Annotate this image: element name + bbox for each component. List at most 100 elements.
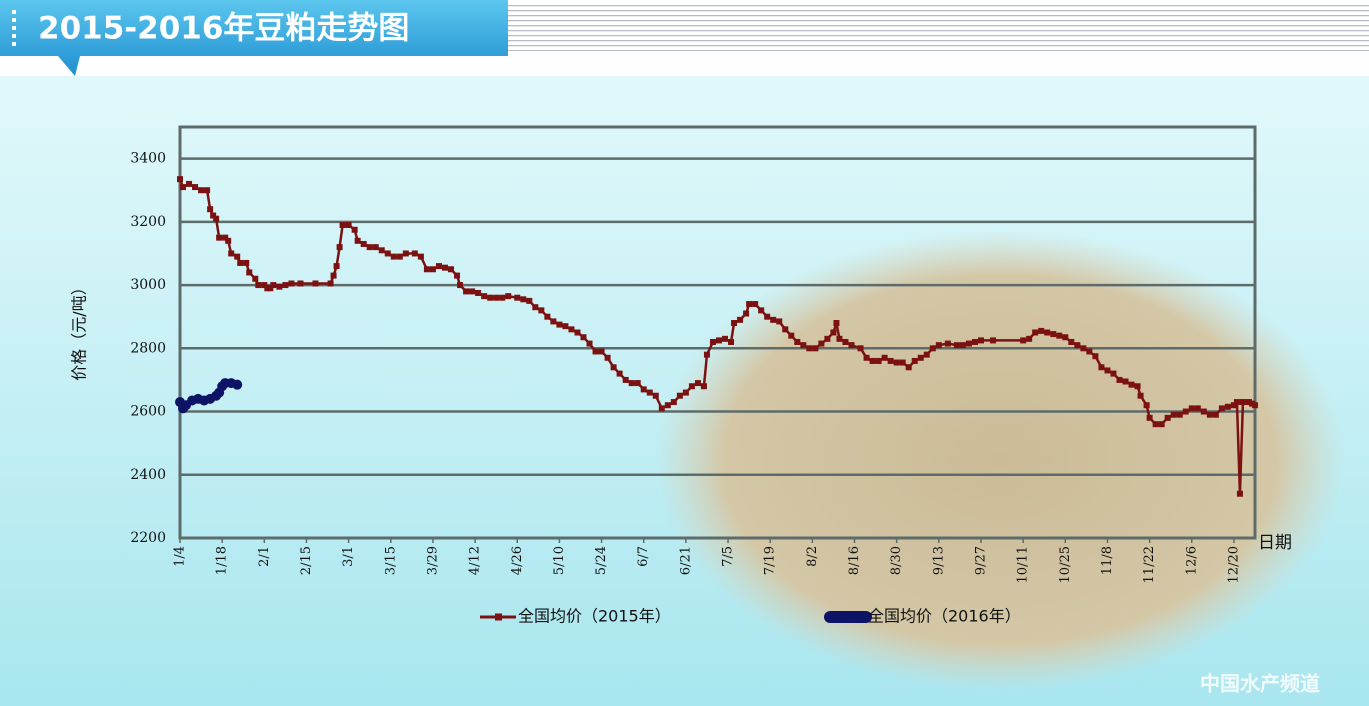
point (1122, 378, 1129, 385)
point (568, 326, 575, 333)
point (1080, 345, 1087, 352)
point (1158, 421, 1165, 428)
point (1206, 411, 1213, 418)
point (264, 285, 271, 292)
point (1074, 342, 1081, 349)
point (562, 323, 569, 330)
point (216, 234, 223, 241)
point (210, 212, 217, 219)
point (782, 326, 789, 333)
point (1062, 334, 1069, 341)
point (481, 293, 488, 300)
x-tick-label: 4/26 (510, 546, 525, 575)
point (312, 280, 319, 287)
point (390, 253, 397, 260)
point (709, 338, 716, 345)
point (622, 376, 629, 383)
point (881, 354, 888, 361)
point (366, 244, 373, 251)
point (1032, 329, 1039, 336)
point (893, 359, 900, 366)
point (990, 337, 997, 344)
x-tick-label: 12/20 (1226, 546, 1241, 583)
point (228, 250, 235, 257)
point (520, 296, 527, 303)
point (297, 280, 304, 287)
point (411, 250, 418, 257)
point (252, 275, 259, 282)
x-tick-label: 6/7 (636, 546, 651, 567)
point (469, 288, 476, 295)
x-tick-label: 9/27 (973, 546, 988, 575)
point (232, 379, 243, 390)
y-tick-label: 2600 (130, 404, 166, 420)
point (261, 282, 268, 289)
x-tick-label: 3/1 (341, 546, 356, 567)
point (396, 253, 403, 260)
legend-label: 全国均价（2015年） (518, 607, 671, 626)
point (670, 399, 677, 406)
point (758, 307, 765, 314)
point (731, 320, 738, 327)
point (646, 389, 653, 396)
x-tick-label: 4/12 (468, 546, 483, 575)
point (848, 342, 855, 349)
point (640, 386, 647, 393)
point (716, 337, 723, 344)
point (384, 250, 391, 257)
point (246, 269, 253, 276)
point (610, 364, 617, 371)
point (345, 222, 352, 229)
point (475, 289, 482, 296)
point (743, 310, 750, 317)
point (514, 294, 521, 301)
x-tick-label: 8/30 (889, 546, 904, 575)
point (836, 335, 843, 342)
point (1068, 338, 1075, 345)
point (875, 357, 882, 364)
point (493, 294, 500, 301)
x-axis-label: 日期 (1258, 533, 1292, 553)
point (222, 234, 229, 241)
y-tick-label: 3400 (130, 151, 166, 167)
point (1044, 329, 1051, 336)
point (351, 226, 358, 233)
x-tick-label: 9/13 (931, 546, 946, 575)
x-tick-label: 3/15 (383, 546, 398, 575)
point (186, 180, 193, 187)
x-tick-label: 2/1 (257, 546, 272, 567)
point (800, 342, 807, 349)
point (923, 351, 930, 358)
point (454, 272, 461, 279)
point (1212, 411, 1219, 418)
point (1164, 414, 1171, 421)
x-tick-label: 11/22 (1142, 546, 1157, 583)
point (776, 318, 783, 325)
point (1224, 403, 1231, 410)
point (550, 318, 557, 325)
point (429, 266, 436, 273)
point (354, 237, 361, 244)
point (505, 293, 512, 300)
point (1182, 408, 1189, 415)
point (487, 294, 494, 301)
point (917, 354, 924, 361)
point (764, 313, 771, 320)
point (722, 335, 729, 342)
point (192, 184, 199, 191)
x-tick-label: 10/11 (1016, 546, 1031, 583)
point (243, 259, 250, 266)
point (1056, 332, 1063, 339)
point (676, 392, 683, 399)
point (1116, 376, 1123, 383)
point (824, 335, 831, 342)
point (417, 253, 424, 260)
point (360, 240, 367, 247)
point (1233, 399, 1240, 406)
x-tick-label: 2/15 (299, 546, 314, 575)
point (538, 307, 545, 314)
point (544, 313, 551, 320)
y-tick-label: 2400 (130, 467, 166, 483)
point (463, 288, 470, 295)
point (180, 184, 187, 191)
